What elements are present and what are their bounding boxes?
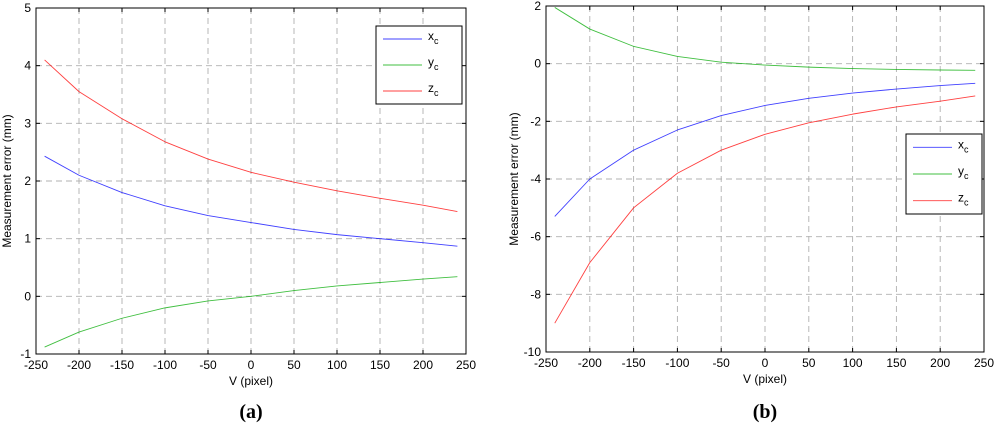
series-line-zc xyxy=(554,95,976,324)
legend-label: yc xyxy=(428,55,439,72)
legend: xc yc zc xyxy=(375,25,463,105)
legend-label-subscript: c xyxy=(434,36,439,46)
y-tick-label: -2 xyxy=(530,114,541,128)
x-tick-label: -250 xyxy=(24,358,48,372)
series-line-xc xyxy=(44,155,458,247)
x-tick-label: -50 xyxy=(199,358,217,372)
y-tick-label: -6 xyxy=(530,230,541,244)
y-tick-label: -10 xyxy=(524,345,542,359)
panel-caption: (a) xyxy=(239,401,262,423)
x-tick-label: 50 xyxy=(802,356,816,370)
legend-label: zc xyxy=(958,191,969,208)
x-axis-label: V (pixel) xyxy=(229,374,273,388)
legend-label-subscript: c xyxy=(434,62,439,72)
y-tick-label: -8 xyxy=(530,287,541,301)
x-tick-label: -200 xyxy=(67,358,91,372)
x-tick-label: 50 xyxy=(287,358,301,372)
x-tick-label: -100 xyxy=(665,356,689,370)
legend-label-subscript: c xyxy=(964,198,969,208)
x-tick-label: -250 xyxy=(534,356,558,370)
x-tick-label: -150 xyxy=(110,358,134,372)
series-line-zc xyxy=(44,59,458,213)
x-tick-label: 250 xyxy=(456,358,476,372)
y-tick-label: 0 xyxy=(534,57,541,71)
x-tick-label: 250 xyxy=(974,356,994,370)
y-tick-label: 0 xyxy=(24,289,31,303)
y-tick-label: 4 xyxy=(24,59,31,73)
x-tick-label: 100 xyxy=(327,358,347,372)
x-tick-label: 200 xyxy=(413,358,433,372)
series-line-yc xyxy=(554,7,976,71)
legend: xc yc zc xyxy=(905,133,983,215)
series-line-yc xyxy=(44,276,458,348)
y-tick-label: 2 xyxy=(534,0,541,13)
legend-label: yc xyxy=(958,164,969,181)
x-tick-label: -150 xyxy=(622,356,646,370)
x-tick-label: 200 xyxy=(930,356,950,370)
y-tick-label: -1 xyxy=(20,347,31,361)
chart-panel-a: -250 -200 -150 -100 -50 0 50 100 150 200 250 -1 0 1 2 3… xyxy=(0,1,476,423)
x-tick-label: -100 xyxy=(153,358,177,372)
chart-panel-b: -250 -200 -150 -100 -50 0 50 100 150 200 250 -10 -8 -… xyxy=(507,0,994,423)
x-tick-label: 0 xyxy=(248,358,255,372)
legend-label-subscript: c xyxy=(964,144,969,154)
x-tick-label: -200 xyxy=(578,356,602,370)
legend-label: zc xyxy=(428,81,439,98)
x-tick-label: 100 xyxy=(843,356,863,370)
legend-label: xc xyxy=(958,137,969,154)
legend-label-subscript: c xyxy=(964,171,969,181)
x-tick-label: 150 xyxy=(886,356,906,370)
y-tick-label: 5 xyxy=(24,1,31,15)
legend-label-subscript: c xyxy=(434,88,439,98)
x-tick-label: 0 xyxy=(762,356,769,370)
x-tick-label: 150 xyxy=(370,358,390,372)
y-tick-label: 2 xyxy=(24,174,31,188)
y-tick-label: 3 xyxy=(24,116,31,130)
legend-label: xc xyxy=(428,29,439,46)
y-axis-label: Measurement error (mm) xyxy=(507,112,521,245)
panel-caption: (b) xyxy=(753,401,777,423)
x-tick-label: -50 xyxy=(713,356,731,370)
y-axis-label: Measurement error (mm) xyxy=(0,114,14,247)
series-line-xc xyxy=(554,82,976,217)
y-tick-label: 1 xyxy=(24,232,31,246)
y-tick-label: -4 xyxy=(530,172,541,186)
x-axis-label: V (pixel) xyxy=(743,372,787,386)
